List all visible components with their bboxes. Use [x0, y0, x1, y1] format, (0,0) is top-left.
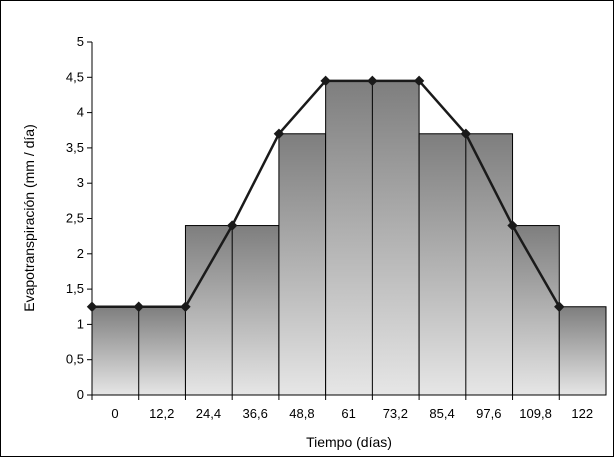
- x-tick-label: 36,6: [243, 406, 268, 421]
- x-tick-label: 85,4: [429, 406, 454, 421]
- x-tick-label: 97,6: [476, 406, 501, 421]
- x-tick-label: 0: [111, 406, 118, 421]
- x-tick-label: 109,8: [519, 406, 552, 421]
- y-tick-label: 1: [77, 316, 84, 331]
- x-tick-label: 24,4: [196, 406, 221, 421]
- y-tick-label: 4: [77, 105, 84, 120]
- y-tick-label: 2: [77, 246, 84, 261]
- y-tick-label: 0: [77, 387, 84, 402]
- y-tick-label: 4,5: [66, 69, 84, 84]
- series-point: [86, 301, 98, 312]
- y-tick-label: 3: [77, 175, 84, 190]
- bars: [91, 80, 607, 396]
- series-point: [460, 128, 472, 139]
- series-point: [554, 301, 565, 312]
- x-axis-title: Tiempo (días): [306, 434, 392, 450]
- y-tick-label: 0,5: [66, 352, 84, 367]
- bar-6: [558, 306, 607, 396]
- x-tick-label: 12,2: [149, 406, 174, 421]
- y-tick-label: 3,5: [66, 140, 84, 155]
- x-tick-label: 48,8: [289, 406, 314, 421]
- bar-2: [278, 133, 327, 396]
- series-point: [507, 220, 518, 231]
- series-point: [273, 128, 285, 139]
- x-tick-label: 61: [341, 406, 355, 421]
- series-point: [180, 301, 191, 312]
- bar-5: [512, 225, 560, 396]
- series-point: [413, 75, 425, 87]
- y-axis-title: Evapotranspiración (mm / día): [21, 124, 37, 312]
- series-point: [226, 220, 238, 231]
- series-point: [133, 301, 144, 312]
- x-tick-label: 73,2: [383, 406, 408, 421]
- x-tick-label: 122: [571, 406, 593, 421]
- series-point: [367, 75, 378, 87]
- y-tick-label: 5: [77, 34, 84, 49]
- series-point: [320, 75, 331, 87]
- line-series: [86, 75, 565, 312]
- ticks: 0 0,5 1 1,5 2 2,5 3 3,5 4 4,5 5 0 12,2 24,4 36,6 48,8 61…: [66, 34, 593, 421]
- y-tick-label: 2,5: [66, 211, 84, 226]
- y-tick-label: 1,5: [66, 281, 84, 296]
